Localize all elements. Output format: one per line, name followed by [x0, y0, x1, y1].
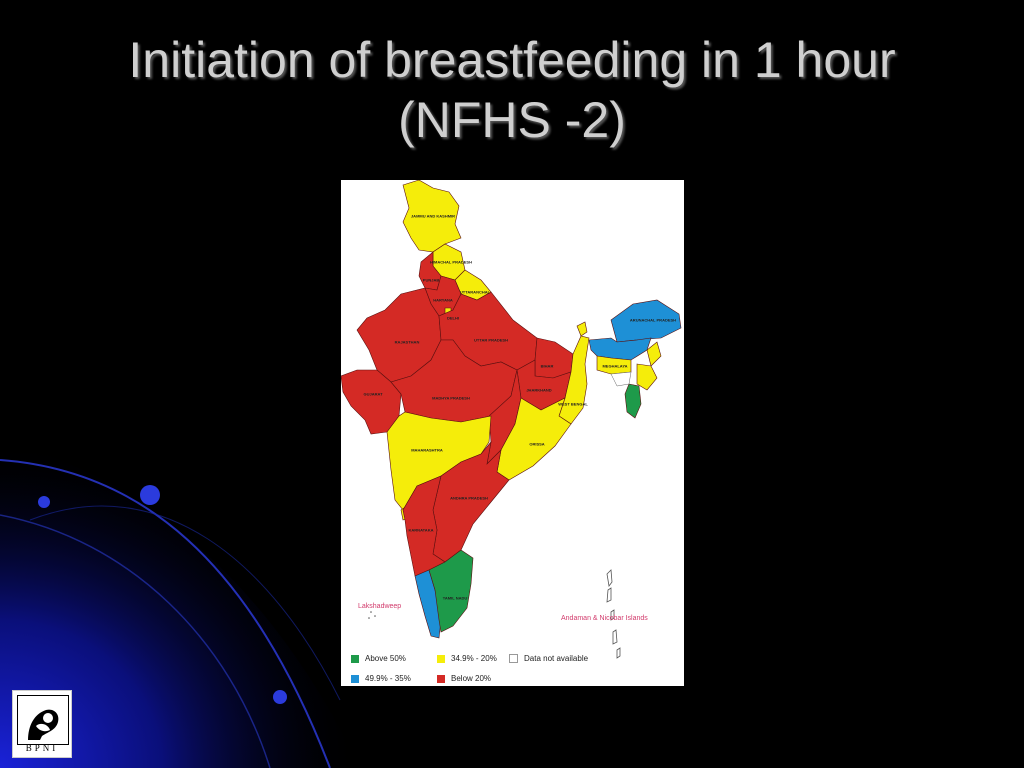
state-west-bengal [558, 335, 590, 425]
label-punjab: PUNJAB [422, 277, 440, 283]
state-tamil-nadu [428, 549, 474, 633]
label-arunachal-pradesh: ARUNACHAL PRADESH [629, 317, 677, 323]
andaman-nicobar-islands [606, 569, 621, 659]
andaman-label: Andaman & Nicobar Islands [561, 615, 648, 622]
label-jharkhand: JHARKHAND [526, 387, 552, 393]
label-haryana: HARYANA [433, 297, 453, 303]
title-line-2: (NFHS -2) [398, 92, 626, 148]
slide-title: Initiation of breastfeeding in 1 hour (N… [0, 30, 1024, 150]
legend-item-above-50: Above 50% [351, 654, 406, 663]
legend-item-no-data: Data not available [509, 654, 588, 663]
decor-dot [140, 485, 160, 505]
state-jammu-and-kashmir [402, 180, 462, 253]
map-legend: Above 50% 34.9% - 20% Data not available… [351, 654, 681, 684]
legend-item-20-34: 34.9% - 20% [437, 654, 497, 663]
legend-swatch [351, 654, 359, 663]
title-line-1: Initiation of breastfeeding in 1 hour [128, 32, 896, 88]
label-bihar: BIHAR [540, 363, 554, 369]
legend-item-below-20: Below 20% [437, 674, 491, 683]
label-uttar-pradesh: UTTAR PRADESH [474, 337, 508, 343]
label-madhya-pradesh: MADHYA PRADESH [432, 395, 470, 401]
state-sikkim [576, 321, 588, 337]
legend-label: 49.9% - 35% [365, 674, 411, 683]
label-delhi: DELHI [447, 315, 459, 321]
label-orissa: ORISSA [529, 441, 545, 447]
india-map-panel: Lakshadweep Andaman & Nicobar Islands JA… [341, 180, 684, 686]
label-gujarat: GUJARAT [363, 391, 383, 397]
label-himachal-pradesh: HIMACHAL PRADESH [430, 259, 472, 265]
label-maharashtra: MAHARASHTRA [411, 447, 443, 453]
label-rajasthan: RAJASTHAN [394, 339, 420, 345]
decor-dot [273, 690, 287, 704]
lakshadweep-islands [368, 611, 376, 619]
legend-swatch [351, 674, 359, 683]
legend-swatch [509, 654, 518, 663]
legend-label: 34.9% - 20% [451, 654, 497, 663]
state-bihar [534, 337, 574, 379]
label-west-bengal: WEST BENGAL [558, 401, 588, 407]
label-meghalaya: MEGHALAYA [602, 363, 628, 369]
legend-label: Below 20% [451, 674, 492, 683]
state-orissa [496, 397, 572, 481]
india-map [341, 180, 682, 659]
state-manipur [636, 363, 658, 391]
logo-emblem [17, 695, 69, 745]
legend-swatch [437, 674, 445, 683]
label-uttaranchal: UTTARANCHAL [459, 289, 491, 295]
label-tamil-nadu: TAMIL NADU [442, 595, 468, 601]
legend-label: Data not available [524, 654, 589, 663]
region-no-data [610, 371, 632, 387]
mother-child-icon [28, 709, 59, 740]
lakshadweep-label: Lakshadweep [358, 603, 402, 610]
decor-dot [38, 496, 50, 508]
legend-swatch [437, 654, 445, 663]
label-andhra-pradesh: ANDHRA PRADESH [450, 495, 488, 501]
legend-item-35-49: 49.9% - 35% [351, 674, 411, 683]
logo-text: BPNI [25, 743, 59, 753]
state-nagaland [646, 341, 662, 367]
legend-label: Above 50% [365, 654, 406, 663]
label-jammu-and-kashmir: JAMMU AND KASHMIR [410, 213, 456, 219]
label-karnataka: KARNATAKA [408, 527, 434, 533]
state-mizoram [624, 383, 642, 419]
bpni-logo: BPNI [12, 690, 72, 758]
